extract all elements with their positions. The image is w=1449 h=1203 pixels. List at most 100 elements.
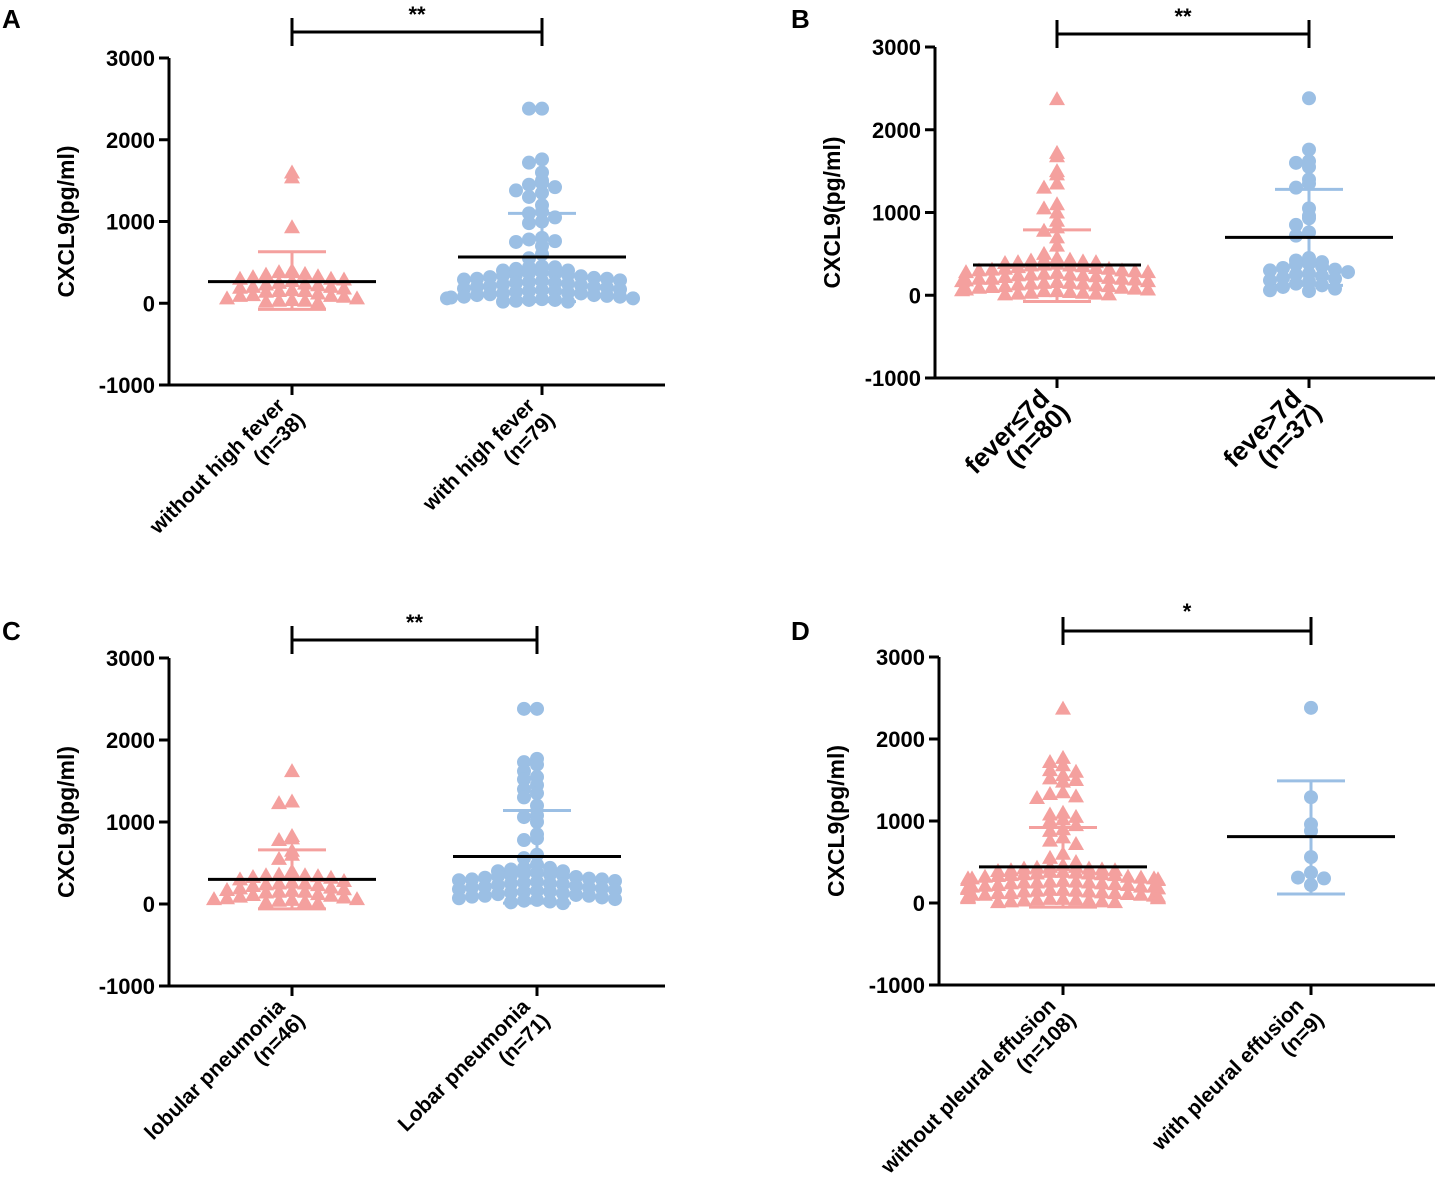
y-tick-label: 2000 xyxy=(876,727,925,752)
data-point-triangle xyxy=(1068,835,1084,850)
data-point-triangle xyxy=(1049,175,1065,190)
data-point-triangle xyxy=(258,884,274,899)
data-point-triangle xyxy=(1049,91,1065,106)
y-tick-label: 0 xyxy=(909,283,921,308)
data-point-triangle xyxy=(336,881,352,896)
data-point-triangle xyxy=(284,793,300,808)
data-point-circle xyxy=(517,833,531,848)
data-point-triangle xyxy=(1107,894,1123,909)
y-tick-label: 1000 xyxy=(106,210,155,235)
y-tick-label: 1000 xyxy=(106,810,155,835)
data-point-circle xyxy=(1289,257,1303,272)
data-point-triangle xyxy=(1042,890,1058,905)
data-point-triangle xyxy=(310,285,326,300)
data-point-circle xyxy=(517,810,531,825)
data-point-triangle xyxy=(1055,784,1071,799)
data-point-triangle xyxy=(1088,285,1104,300)
data-point-circle xyxy=(548,234,562,249)
data-point-triangle xyxy=(1042,849,1058,864)
data-point-triangle xyxy=(258,876,274,891)
data-point-triangle xyxy=(1075,267,1091,282)
data-point-circle xyxy=(517,893,531,908)
data-point-circle xyxy=(496,294,510,309)
data-point-circle xyxy=(530,757,544,772)
data-point-triangle xyxy=(271,850,287,865)
data-point-triangle xyxy=(323,879,339,894)
significance-label: ** xyxy=(408,2,426,27)
data-point-circle xyxy=(569,887,583,902)
data-point-triangle xyxy=(1003,893,1019,908)
data-point-triangle xyxy=(336,280,352,295)
panel-letter: A xyxy=(2,4,21,34)
data-point-circle xyxy=(1317,871,1331,886)
data-point-triangle xyxy=(1140,281,1156,296)
data-point-triangle xyxy=(1029,865,1045,880)
data-point-triangle xyxy=(990,894,1006,909)
panel-b: B3000200010000-1000CXCL9(pg/ml)fever≤7d(… xyxy=(791,4,1435,480)
data-point-triangle xyxy=(1101,278,1117,293)
x-category-label: without pleural effusion xyxy=(876,994,1060,1178)
y-tick-label: 3000 xyxy=(876,645,925,670)
data-point-circle xyxy=(1289,228,1303,243)
panel-letter: C xyxy=(2,616,21,646)
data-point-circle xyxy=(535,176,549,191)
data-point-triangle xyxy=(1055,811,1071,826)
data-point-triangle xyxy=(232,287,248,302)
data-point-circle xyxy=(1263,273,1277,288)
data-point-triangle xyxy=(258,293,274,308)
data-point-triangle xyxy=(1133,886,1149,901)
data-point-triangle xyxy=(1068,864,1084,879)
data-point-circle xyxy=(1304,700,1318,715)
data-point-triangle xyxy=(1042,832,1058,847)
data-point-triangle xyxy=(1010,267,1026,282)
data-point-circle xyxy=(543,884,557,899)
data-point-triangle xyxy=(1010,276,1026,291)
data-point-triangle xyxy=(984,261,1000,276)
data-point-triangle xyxy=(1081,892,1097,907)
data-point-circle xyxy=(1276,260,1290,275)
y-tick-label: 1000 xyxy=(872,201,921,226)
panel-d: D 3000 2000 1000 0 -1000 CXCL9(pg/ml) without p… xyxy=(791,599,1435,1179)
data-point-circle xyxy=(626,291,640,306)
data-point-triangle xyxy=(258,867,274,882)
data-point-triangle xyxy=(1023,266,1039,281)
data-point-triangle xyxy=(1029,882,1045,897)
data-point-triangle xyxy=(336,889,352,904)
data-point-triangle xyxy=(997,269,1013,284)
data-point-circle xyxy=(522,292,536,307)
data-point-circle xyxy=(1302,91,1316,106)
data-point-triangle xyxy=(206,891,222,906)
data-point-circle xyxy=(535,185,549,200)
panel-letter: D xyxy=(791,616,810,646)
data-point-triangle xyxy=(1068,788,1084,803)
data-point-triangle xyxy=(1003,867,1019,882)
data-point-triangle xyxy=(1094,875,1110,890)
data-point-triangle xyxy=(1075,275,1091,290)
data-point-triangle xyxy=(1133,878,1149,893)
data-point-triangle xyxy=(1075,284,1091,299)
data-point-circle xyxy=(535,101,549,116)
data-point-triangle xyxy=(1101,286,1117,301)
data-point-triangle xyxy=(349,290,365,305)
data-point-triangle xyxy=(245,287,261,302)
data-point-triangle xyxy=(1081,865,1097,880)
data-point-triangle xyxy=(232,279,248,294)
data-point-triangle xyxy=(271,264,287,279)
data-point-circle xyxy=(587,288,601,303)
data-point-circle xyxy=(522,232,536,247)
data-point-triangle xyxy=(271,282,287,297)
data-point-triangle xyxy=(245,269,261,284)
data-point-triangle xyxy=(1062,266,1078,281)
y-axis-label: CXCL9(pg/ml) xyxy=(823,745,849,897)
data-point-triangle xyxy=(1049,196,1065,211)
data-point-triangle xyxy=(1049,166,1065,181)
data-point-triangle xyxy=(1029,874,1045,889)
y-tick-label: 3000 xyxy=(872,35,921,60)
data-point-circle xyxy=(608,892,622,907)
x-category-label: without high fever xyxy=(145,394,290,539)
data-point-triangle xyxy=(960,890,976,905)
data-point-triangle xyxy=(1023,275,1039,290)
data-point-triangle xyxy=(1068,891,1084,906)
data-point-triangle xyxy=(1114,262,1130,277)
data-point-triangle xyxy=(323,278,339,293)
